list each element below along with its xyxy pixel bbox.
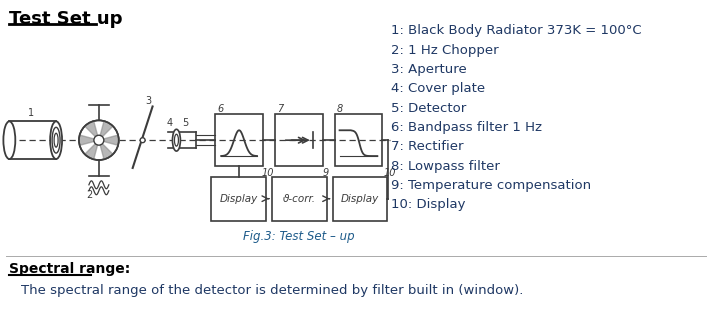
Bar	[215, 114, 263, 166]
Text: 5: 5	[182, 118, 188, 128]
Text: Display: Display	[341, 194, 379, 204]
Text: 7: Rectifier: 7: Rectifier	[391, 140, 464, 153]
Text: Fig.3: Test Set – up: Fig.3: Test Set – up	[243, 230, 355, 243]
Circle shape	[94, 135, 104, 145]
Polygon shape	[79, 135, 99, 145]
Polygon shape	[99, 135, 119, 145]
Text: The spectral range of the detector is determined by filter built in (window).: The spectral range of the detector is de…	[21, 284, 523, 297]
Text: 8: 8	[336, 104, 343, 114]
Text: 7: 7	[277, 104, 283, 114]
Circle shape	[140, 138, 145, 143]
Text: 3: Aperture: 3: Aperture	[391, 63, 467, 76]
Text: 10: 10	[262, 168, 274, 178]
Text: 3: 3	[146, 97, 152, 107]
Text: 6: 6	[217, 104, 223, 114]
Polygon shape	[85, 140, 99, 159]
Bar	[211, 177, 266, 220]
Text: 1: Black Body Radiator 373K = 100°C: 1: Black Body Radiator 373K = 100°C	[391, 24, 642, 37]
Bar	[272, 177, 326, 220]
Text: Test Set up: Test Set up	[9, 10, 123, 28]
Polygon shape	[99, 121, 113, 140]
Ellipse shape	[52, 127, 60, 153]
Text: 9: 9	[323, 168, 329, 178]
Text: 2: 1 Hz Chopper: 2: 1 Hz Chopper	[391, 44, 499, 57]
Bar	[335, 114, 382, 166]
Circle shape	[79, 120, 119, 160]
Polygon shape	[85, 121, 99, 140]
Bar	[333, 177, 387, 220]
Text: 10: Display: 10: Display	[391, 198, 466, 211]
Text: Display: Display	[219, 194, 258, 204]
Ellipse shape	[50, 121, 62, 159]
Ellipse shape	[173, 129, 181, 151]
Text: 6: Bandpass filter 1 Hz: 6: Bandpass filter 1 Hz	[391, 121, 542, 134]
Text: 9: Temperature compensation: 9: Temperature compensation	[391, 179, 591, 192]
Polygon shape	[99, 140, 113, 159]
Text: 5: Detector: 5: Detector	[391, 101, 466, 114]
Ellipse shape	[4, 121, 15, 159]
Ellipse shape	[54, 133, 58, 147]
Bar	[275, 114, 323, 166]
Text: 2: 2	[86, 190, 92, 200]
Text: 4: Cover plate: 4: Cover plate	[391, 82, 486, 95]
Text: 10: 10	[383, 168, 396, 178]
Text: 1: 1	[28, 109, 34, 118]
Text: ϑ-corr.: ϑ-corr.	[283, 194, 316, 204]
Text: 8: Lowpass filter: 8: Lowpass filter	[391, 160, 500, 173]
Text: 4: 4	[166, 118, 173, 128]
Ellipse shape	[174, 134, 178, 146]
Text: Spectral range:: Spectral range:	[9, 262, 131, 276]
